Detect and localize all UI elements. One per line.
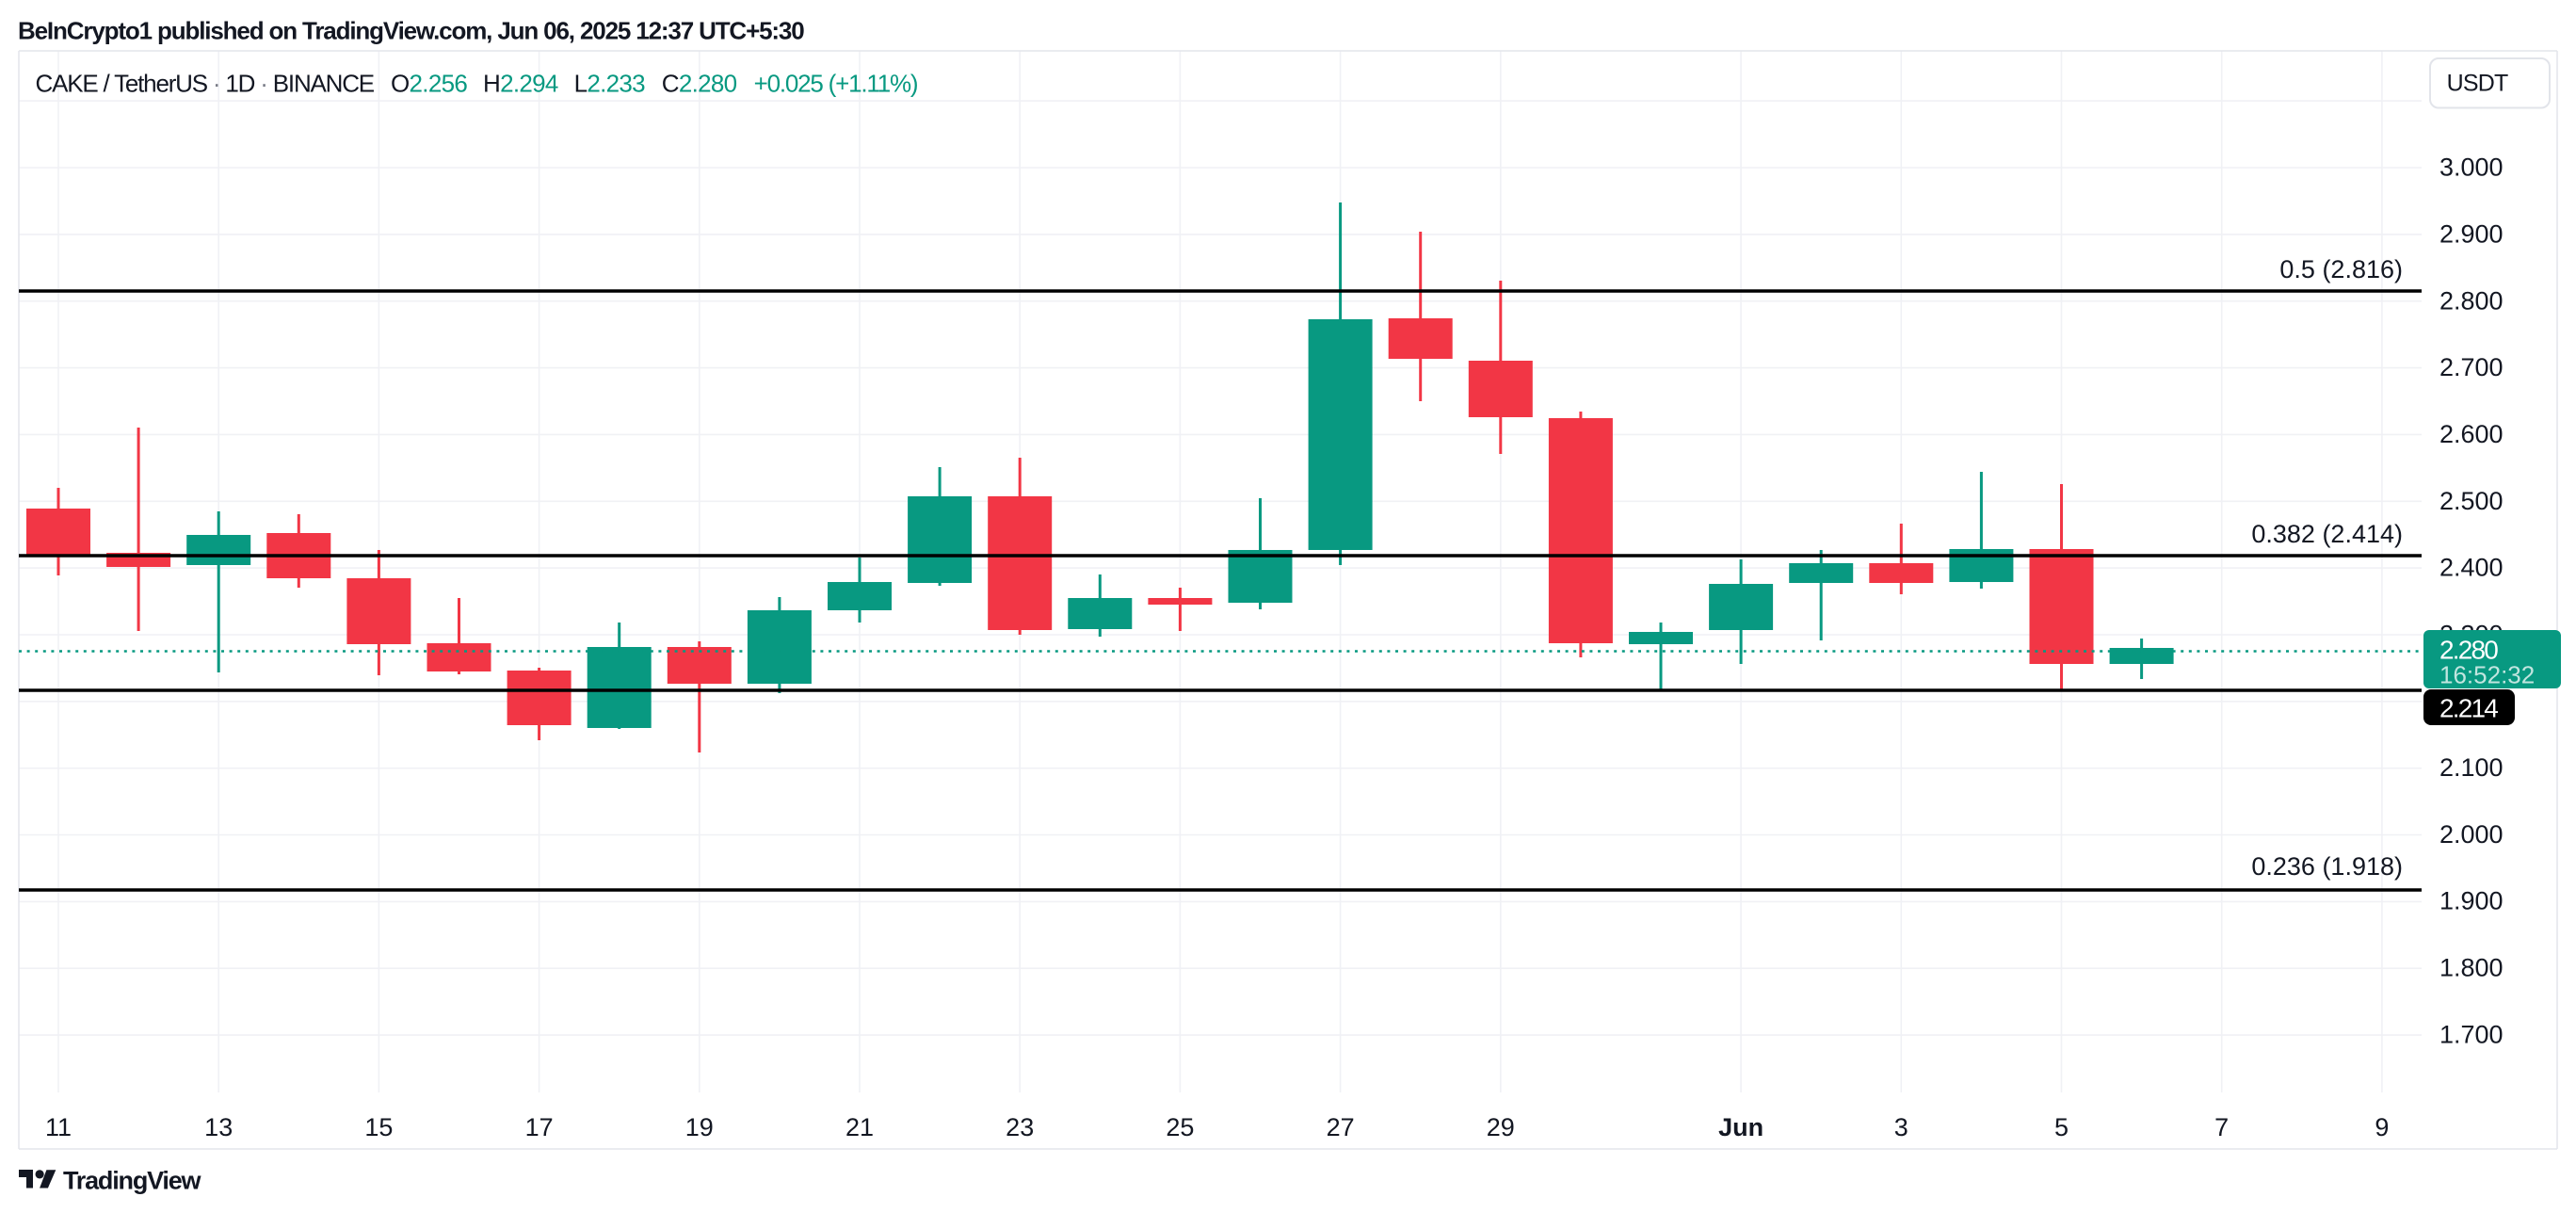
svg-text:1.800: 1.800 xyxy=(2439,954,2504,982)
svg-text:16:52:32: 16:52:32 xyxy=(2439,661,2535,689)
svg-text:27: 27 xyxy=(1327,1113,1355,1141)
svg-text:L2.233: L2.233 xyxy=(574,69,646,97)
svg-text:15: 15 xyxy=(364,1113,393,1141)
svg-text:Jun: Jun xyxy=(1718,1113,1763,1141)
svg-text:BeInCrypto1 published on Tradi: BeInCrypto1 published on TradingView.com… xyxy=(18,17,804,45)
svg-text:23: 23 xyxy=(1006,1113,1034,1141)
svg-text:5: 5 xyxy=(2054,1113,2069,1141)
svg-text:2.900: 2.900 xyxy=(2439,220,2504,249)
svg-text:9: 9 xyxy=(2375,1113,2389,1141)
svg-text:2.100: 2.100 xyxy=(2439,753,2504,782)
svg-text:29: 29 xyxy=(1487,1113,1515,1141)
svg-text:25: 25 xyxy=(1166,1113,1194,1141)
svg-text:2.280: 2.280 xyxy=(2439,636,2498,665)
svg-text:2.400: 2.400 xyxy=(2439,554,2504,582)
svg-text:2.500: 2.500 xyxy=(2439,487,2504,515)
svg-text:CAKE / TetherUS · 1D · BINANCE: CAKE / TetherUS · 1D · BINANCE xyxy=(36,69,375,97)
svg-text:2.214: 2.214 xyxy=(2439,694,2498,723)
svg-text:3: 3 xyxy=(1894,1113,1908,1141)
svg-text:21: 21 xyxy=(845,1113,874,1141)
svg-text:11: 11 xyxy=(45,1113,72,1141)
svg-text:O2.256: O2.256 xyxy=(391,69,467,97)
svg-text:0.382 (2.414): 0.382 (2.414) xyxy=(2251,520,2403,548)
svg-text:2.600: 2.600 xyxy=(2439,420,2504,448)
svg-text:13: 13 xyxy=(204,1113,233,1141)
svg-text:2.700: 2.700 xyxy=(2439,353,2504,381)
svg-text:0.236 (1.918): 0.236 (1.918) xyxy=(2251,852,2403,881)
svg-text:7: 7 xyxy=(2214,1113,2229,1141)
svg-text:17: 17 xyxy=(525,1113,554,1141)
svg-text:+0.025 (+1.11%): +0.025 (+1.11%) xyxy=(754,69,918,97)
svg-text:H2.294: H2.294 xyxy=(483,69,558,97)
svg-text:1.900: 1.900 xyxy=(2439,887,2504,915)
svg-text:3.000: 3.000 xyxy=(2439,154,2504,182)
svg-text:TradingView: TradingView xyxy=(63,1167,202,1195)
svg-text:C2.280: C2.280 xyxy=(662,69,737,97)
svg-text:2.800: 2.800 xyxy=(2439,286,2504,315)
svg-text:19: 19 xyxy=(685,1113,714,1141)
svg-text:USDT: USDT xyxy=(2447,71,2508,97)
svg-text:0.5 (2.816): 0.5 (2.816) xyxy=(2279,255,2403,283)
svg-text:1.700: 1.700 xyxy=(2439,1020,2504,1048)
svg-text:2.000: 2.000 xyxy=(2439,820,2504,849)
